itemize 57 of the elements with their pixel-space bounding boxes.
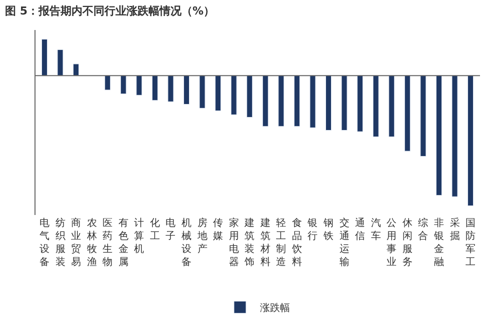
- x-tick-label: 钢铁: [322, 218, 334, 242]
- chart-title: 图 5：报告期内不同行业涨跌幅情况（%）: [5, 4, 215, 18]
- bar: [468, 75, 474, 206]
- bar: [372, 75, 379, 138]
- bar: [168, 75, 174, 102]
- x-tick-label: 农林牧渔: [86, 218, 97, 268]
- x-tick-label: 商业贸易: [71, 217, 82, 268]
- bar: [104, 75, 111, 90]
- legend-label: 涨跌幅: [260, 302, 290, 314]
- bar: [120, 75, 126, 94]
- bar: [262, 75, 268, 127]
- x-tick-label: 建筑材料: [259, 217, 270, 268]
- x-tick-label: 电气设备: [39, 217, 50, 268]
- bar: [404, 75, 410, 152]
- x-tick-label: 公用事业: [386, 217, 397, 268]
- x-tick-label: 非银金融: [432, 217, 444, 268]
- bar: [57, 49, 64, 76]
- x-tick-label: 通信: [355, 217, 366, 242]
- x-tick-label: 国防军工: [466, 218, 476, 268]
- x-tick-label: 房地产: [196, 217, 208, 255]
- x-tick-label: 休闲服务: [402, 218, 412, 268]
- x-tick-label: 采掘: [450, 217, 460, 242]
- bar: [452, 75, 458, 197]
- bar: [341, 75, 348, 131]
- bar: [326, 75, 332, 131]
- x-tick-label: 医药生物: [102, 218, 113, 268]
- x-tick-label: 汽车: [370, 217, 381, 242]
- x-tick-label: 计算机: [134, 217, 144, 255]
- x-tick-label: 食品饮料: [290, 217, 302, 268]
- bar: [73, 64, 80, 76]
- bar: [41, 39, 48, 76]
- bar: [246, 75, 253, 118]
- bar: [436, 75, 442, 196]
- x-tick-label: 家用电器: [228, 217, 239, 268]
- x-tick-label: 纺织服装: [55, 217, 66, 268]
- bar: [278, 75, 284, 127]
- bar: [215, 75, 222, 112]
- bar: [357, 75, 364, 132]
- x-tick-label: 轻工制造: [276, 217, 286, 268]
- x-tick-label: 化工: [150, 217, 160, 242]
- x-tick-label: 综合: [418, 217, 428, 242]
- bar: [199, 75, 206, 108]
- bar: [294, 75, 300, 127]
- bar: [136, 75, 142, 96]
- x-tick-label: 交通运输: [339, 217, 350, 268]
- x-tick-label: 银行: [306, 218, 318, 242]
- x-tick-label: 电子: [166, 217, 176, 242]
- bar: [388, 75, 395, 138]
- bar: [420, 75, 426, 157]
- x-tick-label: 有色金属: [118, 217, 128, 268]
- x-tick-label: 传媒: [213, 218, 224, 242]
- bar: [152, 75, 158, 101]
- bar: [230, 75, 237, 115]
- x-tick-label: 机械设备: [181, 217, 192, 268]
- x-tick-label: 建筑装饰: [244, 217, 255, 268]
- bar: [183, 75, 190, 105]
- bar: [310, 75, 316, 128]
